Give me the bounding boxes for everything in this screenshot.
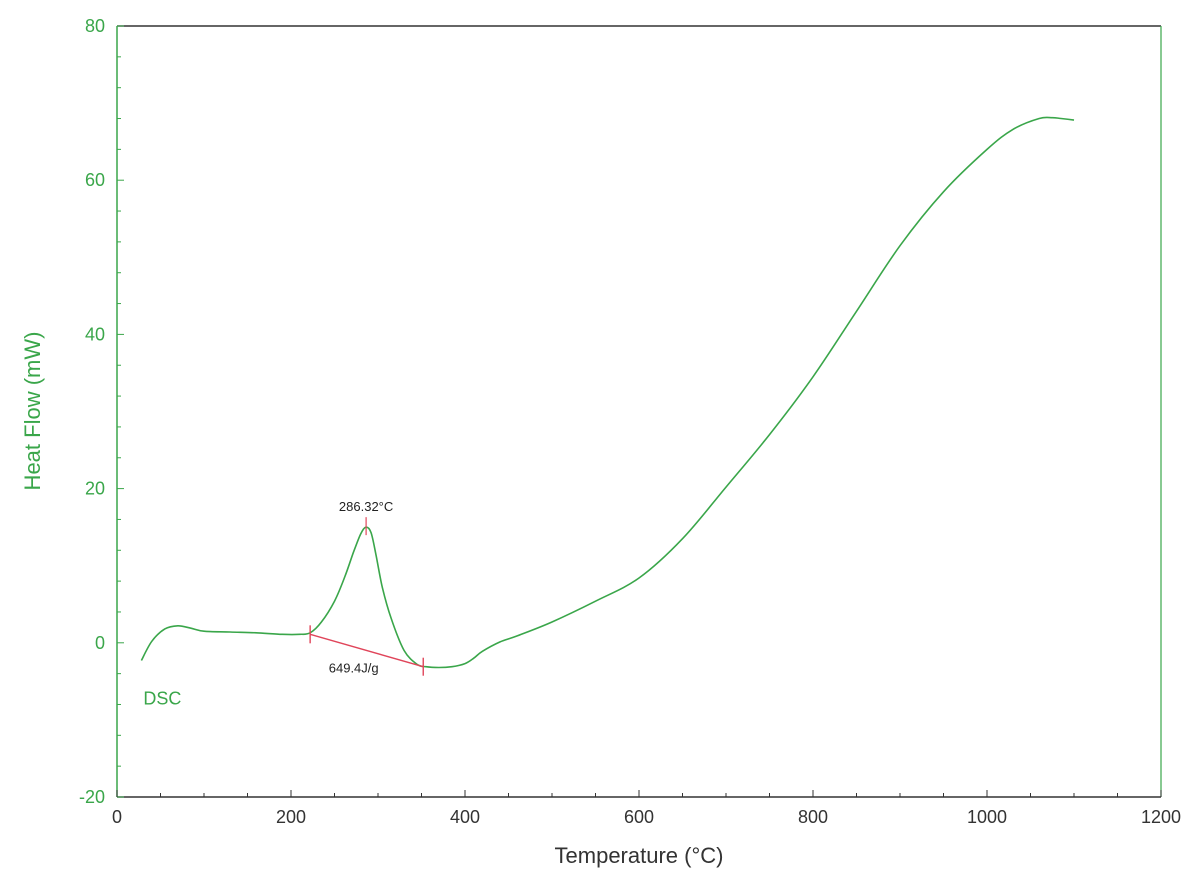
x-tick-label: 600	[624, 807, 654, 827]
series-label: DSC	[143, 688, 181, 708]
y-tick-label: 0	[95, 633, 105, 653]
y-tick-label: 60	[85, 170, 105, 190]
series-line-dsc	[140, 116, 1075, 669]
y-ticks: -20 0 20 40 60 80	[79, 16, 124, 807]
x-tick-label: 1000	[967, 807, 1007, 827]
integration-baseline	[309, 633, 424, 668]
annotation-layer: 286.32°C 649.4J/g DSC	[143, 499, 424, 708]
x-axis-title: Temperature (°C)	[555, 843, 724, 868]
x-ticks: 0 200 400 600 800 1000 1200	[112, 790, 1181, 827]
y-tick-label: 20	[85, 479, 105, 499]
x-tick-label: 0	[112, 807, 122, 827]
peak-label: 286.32°C	[339, 499, 393, 514]
y-tick-label: 80	[85, 16, 105, 36]
x-tick-label: 800	[798, 807, 828, 827]
plot-frame	[116, 25, 1162, 798]
x-tick-label: 200	[276, 807, 306, 827]
x-tick-label: 400	[450, 807, 480, 827]
y-axis-title: Heat Flow (mW)	[20, 332, 45, 491]
enthalpy-label: 649.4J/g	[329, 661, 379, 676]
y-tick-label: 40	[85, 324, 105, 344]
y-tick-label: -20	[79, 787, 105, 807]
x-tick-label: 1200	[1141, 807, 1181, 827]
series-layer	[140, 116, 1075, 669]
